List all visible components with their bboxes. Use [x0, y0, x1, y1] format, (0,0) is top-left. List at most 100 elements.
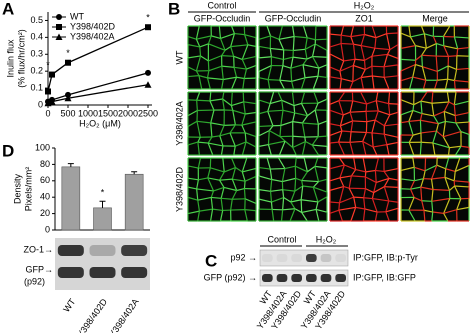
group-header: Control [207, 0, 236, 10]
cell-edge [187, 109, 198, 117]
cell-edge [371, 119, 376, 134]
cell-edge [408, 121, 414, 136]
cell-edge [355, 206, 365, 210]
cell-edge [282, 65, 292, 69]
cell-edge [278, 157, 286, 169]
cell-edge [315, 209, 320, 222]
cell-edge [353, 197, 357, 208]
cell-edge [220, 198, 224, 211]
cell-edge [454, 36, 470, 39]
cell-edge [292, 121, 303, 124]
cell-edge [339, 164, 345, 179]
cell-edge [341, 34, 351, 38]
group-header: H₂O₂ [316, 234, 337, 244]
micrograph [400, 157, 470, 222]
cell-edge [412, 104, 415, 111]
cell-edge [312, 55, 328, 58]
cell-edge [386, 141, 399, 146]
cell-edge [371, 132, 374, 148]
cell-edge [383, 171, 390, 179]
annotation: * [46, 60, 50, 70]
cell-edge [448, 101, 455, 106]
cell-edge [443, 131, 462, 138]
cell-edge [258, 45, 271, 50]
cell-edge [432, 142, 436, 156]
cell-edge [400, 166, 415, 171]
cell-edge [352, 100, 367, 105]
cell-edge [340, 120, 353, 127]
cell-edge [443, 45, 458, 50]
cell-edge [415, 45, 427, 49]
cell-edge [207, 177, 220, 181]
cell-edge [374, 157, 379, 171]
cell-edge [318, 64, 328, 69]
blot-band [262, 274, 273, 282]
cell-edge [280, 121, 293, 127]
cell-edge [300, 199, 303, 213]
cell-edge [389, 111, 399, 116]
cell-edge [363, 197, 373, 200]
cell-edge [268, 130, 281, 138]
cell-edge [196, 121, 201, 138]
cell-edge [362, 141, 367, 156]
cell-edge [435, 123, 439, 132]
cell-edge [242, 78, 245, 90]
cell-edge [454, 100, 470, 106]
cell-edge [389, 44, 399, 51]
cell-edge [305, 140, 313, 146]
cell-edge [207, 177, 215, 192]
cell-edge [233, 55, 243, 60]
cell-edge [420, 100, 433, 104]
cell-edge [278, 39, 285, 51]
bar [93, 207, 112, 231]
cell-edge [208, 55, 222, 62]
cell-edge [270, 47, 284, 51]
cell-edge [281, 168, 286, 182]
cell-edge [383, 54, 389, 67]
micrograph [329, 91, 399, 156]
cell-edge [318, 120, 328, 125]
cell-edge [301, 171, 308, 181]
column-header: Merge [422, 13, 448, 23]
error-bar [99, 200, 106, 208]
cell-edge [187, 165, 199, 169]
cell-edge [229, 124, 236, 134]
marker [145, 24, 151, 31]
cell-edge [374, 47, 390, 51]
cell-edge [443, 111, 446, 122]
cell-edge [408, 209, 416, 222]
cell-edge [349, 81, 354, 90]
cell-edge [207, 77, 224, 81]
cell-edge [372, 146, 378, 156]
cell-edge [317, 68, 320, 77]
cell-edge [315, 208, 328, 213]
y-axis-label: Density [12, 173, 22, 204]
cell-edge [344, 164, 356, 171]
cell-edge [443, 45, 449, 57]
cell-edge [243, 101, 246, 115]
cell-edge [231, 167, 237, 180]
cell-edge [270, 201, 273, 210]
cell-edge [460, 145, 470, 148]
cell-edge [232, 109, 246, 115]
marker [64, 94, 72, 102]
cell-edge [329, 33, 342, 36]
cell-edge [430, 178, 434, 190]
cell-edge [231, 178, 238, 191]
cell-edge [312, 181, 319, 188]
y-tick-label: 0 [38, 99, 43, 109]
cell-edge [454, 79, 470, 83]
cell-edge [365, 65, 373, 70]
cell-edge [449, 185, 455, 191]
cell-edge [421, 112, 434, 117]
cell-edge [422, 66, 438, 72]
cell-edge [187, 186, 197, 190]
cell-edge [294, 157, 297, 167]
cell-edge [431, 197, 450, 202]
cell-edge [373, 186, 385, 194]
y-tick-label: 0 [45, 224, 50, 234]
micrograph [258, 25, 328, 90]
cell-edge [313, 91, 319, 104]
cell-edge [315, 38, 328, 41]
cell-edge [349, 131, 352, 143]
